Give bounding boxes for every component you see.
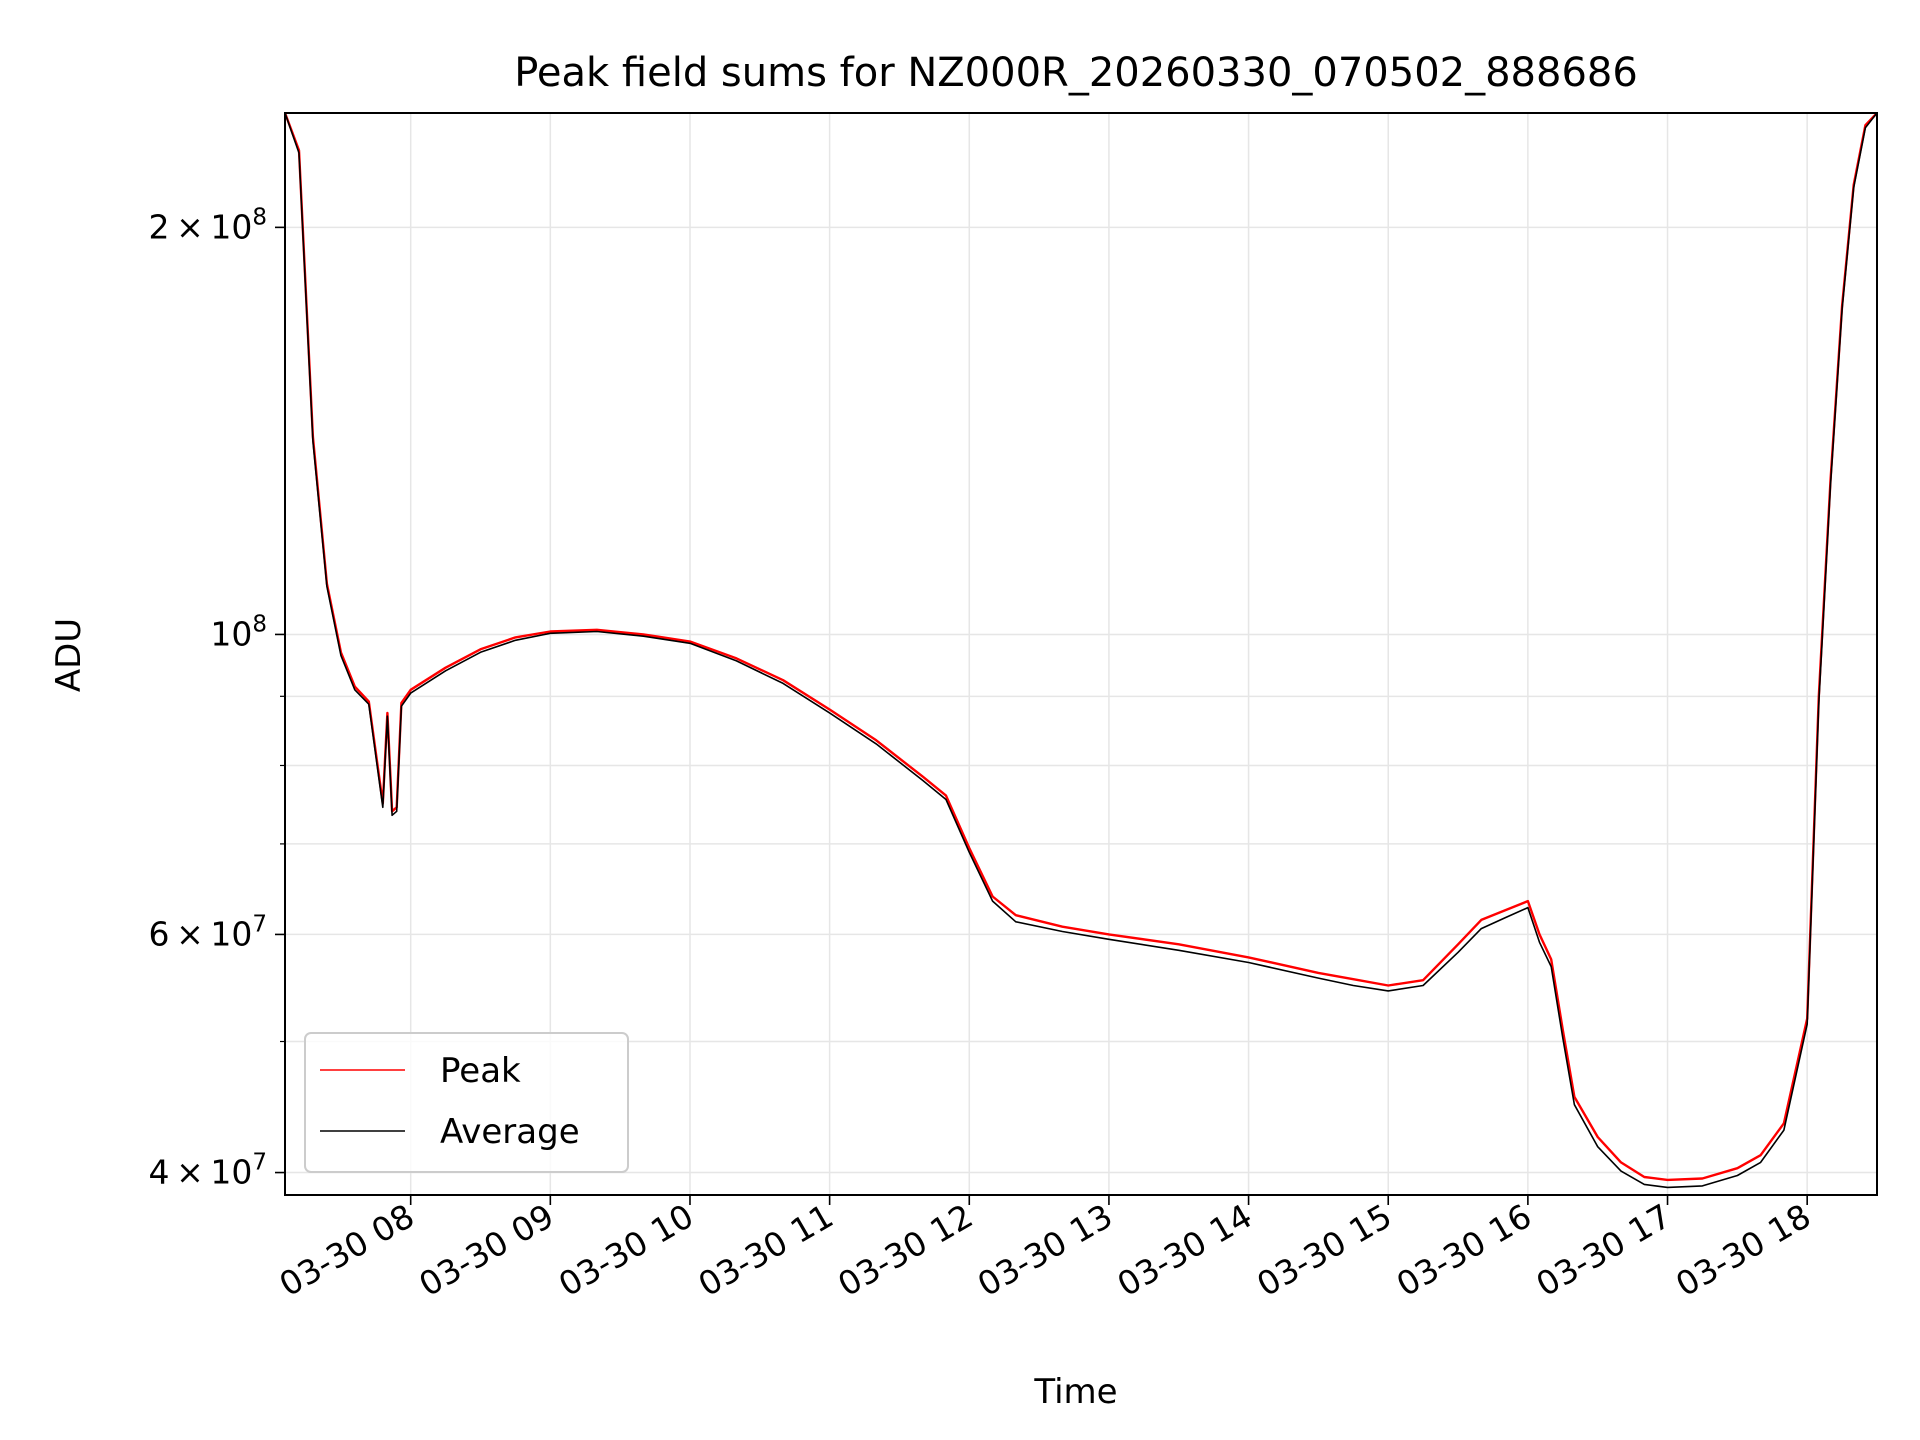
y-tick-label: 2 × 108 (149, 204, 267, 246)
legend: Peak Average (304, 1032, 629, 1173)
series-line-peak (285, 113, 1877, 1182)
legend-label-average: Average (440, 1112, 580, 1152)
x-axis-label: Time (1033, 1372, 1117, 1412)
plot-frame (284, 112, 1878, 1196)
y-tick-label: 6 × 107 (149, 911, 267, 953)
chart-title: Peak field sums for NZ000R_20260330_0705… (514, 50, 1638, 96)
series-line-average (285, 113, 1877, 1189)
legend-label-peak: Peak (440, 1051, 521, 1091)
series-group (285, 113, 1877, 1189)
y-tick-label: 108 (210, 611, 267, 653)
y-tick-label: 4 × 107 (149, 1150, 267, 1192)
y-axis-label: ADU (49, 618, 89, 692)
legend-box (304, 1032, 629, 1173)
